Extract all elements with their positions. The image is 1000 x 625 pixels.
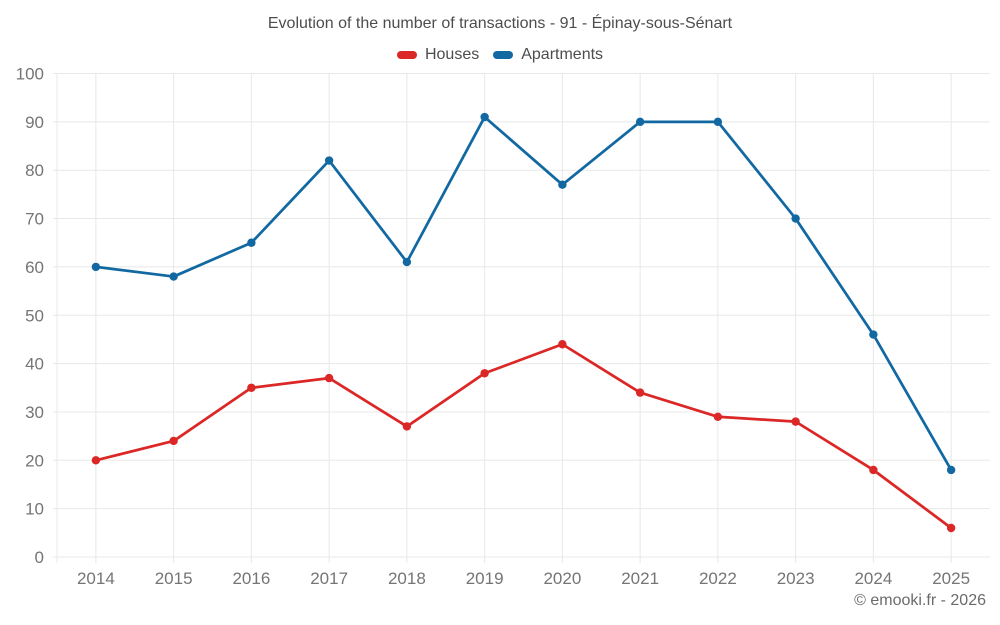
marker-houses — [91, 456, 101, 465]
marker-apartments — [480, 112, 489, 122]
marker-apartments — [635, 117, 645, 127]
legend-swatch-houses — [396, 51, 417, 59]
marker-houses — [402, 422, 412, 431]
x-axis-label: 2016 — [232, 569, 270, 588]
legend-item-apartments[interactable]: Apartments — [493, 46, 603, 64]
y-axis-label: 80 — [25, 161, 44, 180]
marker-apartments — [402, 257, 412, 267]
x-axis-label: 2022 — [699, 569, 737, 588]
x-axis-label: 2025 — [932, 569, 970, 588]
y-axis-label: 50 — [25, 306, 44, 325]
y-axis-label: 0 — [35, 548, 44, 567]
x-axis-label: 2019 — [466, 569, 504, 588]
legend-label: Houses — [424, 46, 480, 63]
x-axis-label: 2017 — [310, 569, 348, 588]
marker-houses — [247, 383, 256, 392]
marker-houses — [946, 523, 956, 533]
marker-houses — [869, 465, 878, 475]
footer-credit: © emooki.fr - 2026 — [854, 592, 986, 609]
legend: Houses Apartments — [0, 46, 1000, 64]
marker-houses — [324, 373, 334, 383]
x-axis-label: 2018 — [388, 569, 426, 588]
marker-houses — [713, 412, 723, 421]
y-axis-label: 30 — [25, 403, 44, 422]
y-axis-label: 60 — [25, 258, 44, 277]
y-axis-label: 90 — [25, 113, 44, 132]
marker-houses — [635, 388, 645, 397]
y-axis-label: 70 — [25, 210, 44, 229]
marker-apartments — [558, 180, 567, 189]
marker-houses — [791, 417, 800, 426]
x-axis-label: 2024 — [854, 569, 892, 588]
legend-item-houses[interactable]: Houses — [396, 46, 480, 64]
x-axis-label: 2020 — [543, 569, 581, 588]
x-axis-label: 2021 — [621, 569, 659, 588]
marker-houses — [558, 340, 567, 349]
marker-apartments — [247, 238, 256, 247]
marker-apartments — [713, 117, 723, 127]
marker-apartments — [791, 214, 800, 223]
series-line-houses — [94, 342, 953, 530]
marker-houses — [480, 369, 489, 378]
series-line-apartments — [94, 115, 953, 472]
y-axis-label: 10 — [25, 500, 44, 519]
marker-apartments — [91, 262, 101, 272]
marker-apartments — [169, 272, 178, 281]
x-axis-label: 2015 — [155, 569, 193, 588]
marker-apartments — [946, 465, 956, 475]
y-axis-label: 100 — [16, 65, 44, 84]
marker-apartments — [324, 156, 334, 165]
x-axis-label: 2014 — [77, 569, 115, 588]
y-axis-label: 20 — [25, 451, 44, 470]
x-axis-label: 2023 — [777, 569, 815, 588]
legend-swatch-apartments — [493, 51, 514, 59]
marker-houses — [169, 436, 178, 446]
chart-title: Evolution of the number of transactions … — [267, 15, 733, 32]
legend-label: Apartments — [521, 46, 604, 63]
marker-apartments — [869, 330, 878, 339]
y-axis-label: 40 — [25, 355, 44, 374]
